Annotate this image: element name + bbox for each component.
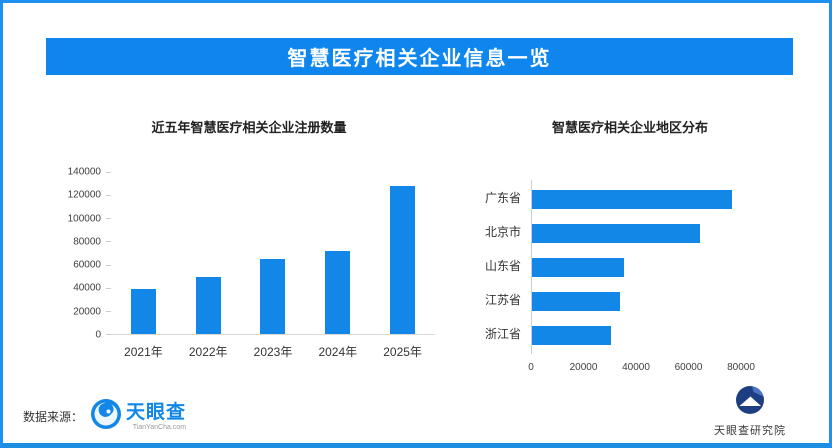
y-tick-mark xyxy=(106,287,111,289)
bar-column-2021年 xyxy=(111,172,176,334)
region-label: 广东省 xyxy=(484,190,521,205)
registrations-yaxis: 0 20000 40000 60000 80000 100000 120000 140000 xyxy=(63,167,111,341)
research-institute-icon xyxy=(731,386,769,419)
header-banner: 智慧医疗相关企业信息一览 xyxy=(46,38,793,75)
y-tick-label: 80000 xyxy=(73,236,101,248)
bar-track xyxy=(532,223,742,243)
bar-row-浙江省 xyxy=(532,318,795,352)
y-tick-label: 120000 xyxy=(67,189,101,201)
bar-track xyxy=(532,325,742,345)
x-tick-label: 60000 xyxy=(674,362,703,373)
y-tick-mark xyxy=(106,241,111,243)
bar-北京市 xyxy=(532,223,700,243)
registrations-chart: 近五年智慧医疗相关企业注册数量 0 20000 40000 60000 80000 100… xyxy=(63,117,435,360)
region-label: 江苏省 xyxy=(484,292,521,307)
y-tick-label: 140000 xyxy=(67,166,101,178)
y-tick-label: 100000 xyxy=(67,213,101,225)
bar-track xyxy=(532,189,742,209)
tianyancha-eye-icon xyxy=(91,399,122,434)
bar-浙江省 xyxy=(532,325,611,345)
x-tick-label: 2021年 xyxy=(124,345,163,359)
bar-2021年 xyxy=(130,288,156,334)
data-source-label: 数据来源： xyxy=(23,410,84,424)
research-institute-logo: 天眼查研究院 xyxy=(695,385,805,438)
x-tick-label: 2023年 xyxy=(253,345,293,359)
y-tick-mark xyxy=(106,334,111,335)
bar-column-2025年 xyxy=(370,172,435,334)
region-label: 山东省 xyxy=(484,258,521,273)
bar-江苏省 xyxy=(532,291,620,311)
regions-chart-body: 广东省北京市山东省江苏省浙江省 xyxy=(465,180,795,354)
y-tick-mark xyxy=(106,172,111,173)
data-source: 数据来源： 天眼查 TianYanCha.com xyxy=(23,399,186,434)
regions-chart: 智慧医疗相关企业地区分布 广东省北京市山东省江苏省浙江省 0 20000 40000… xyxy=(465,117,795,376)
x-tick-label: 0 xyxy=(528,362,534,373)
bottom-accent-bar xyxy=(3,443,829,448)
bar-row-广东省 xyxy=(532,182,795,216)
bar-row-北京市 xyxy=(532,216,795,250)
region-label: 浙江省 xyxy=(484,326,521,341)
bar-2025年 xyxy=(390,185,416,334)
regions-chart-title: 智慧医疗相关企业地区分布 xyxy=(551,120,708,135)
page-title: 智慧医疗相关企业信息一览 xyxy=(287,48,552,70)
y-tick-label: 20000 xyxy=(73,306,101,318)
bar-2023年 xyxy=(260,258,286,334)
tianyancha-logo: 天眼查 TianYanCha.com xyxy=(91,399,186,434)
registrations-chart-title: 近五年智慧医疗相关企业注册数量 xyxy=(151,120,347,135)
bar-column-2022年 xyxy=(176,172,241,334)
registrations-chart-body: 0 20000 40000 60000 80000 100000 120000 140000 xyxy=(63,167,435,341)
bar-column-2024年 xyxy=(305,172,370,334)
registrations-plot xyxy=(106,172,435,335)
registrations-xaxis: 2021年 2022年 2023年 2024年 2025年 xyxy=(111,343,435,360)
x-tick-label: 20000 xyxy=(569,362,598,373)
bar-track xyxy=(532,291,742,311)
y-tick-mark xyxy=(106,310,111,312)
y-tick-mark xyxy=(106,264,111,266)
regions-xaxis: 0 20000 40000 60000 80000 xyxy=(528,362,755,376)
bar-2022年 xyxy=(195,277,221,334)
x-tick-label: 40000 xyxy=(622,362,650,373)
x-tick-label: 2025年 xyxy=(383,345,422,359)
regions-plot xyxy=(531,180,795,354)
bar-山东省 xyxy=(532,257,624,277)
y-tick-label: 40000 xyxy=(73,282,101,294)
bar-track xyxy=(532,257,742,277)
bar-2024年 xyxy=(325,250,351,334)
x-tick-label: 2024年 xyxy=(318,345,358,359)
x-tick-label: 80000 xyxy=(727,362,755,373)
regions-yaxis: 广东省北京市山东省江苏省浙江省 xyxy=(465,180,531,354)
region-label: 北京市 xyxy=(484,224,521,239)
y-tick-label: 0 xyxy=(95,329,101,341)
research-institute-label: 天眼查研究院 xyxy=(714,425,786,437)
bar-row-山东省 xyxy=(532,250,795,284)
bar-row-江苏省 xyxy=(532,284,795,318)
tianyancha-wordmark: 天眼查 xyxy=(126,401,187,423)
bar-广东省 xyxy=(532,189,732,209)
y-tick-mark xyxy=(106,195,111,197)
bar-column-2023年 xyxy=(241,172,306,334)
y-tick-label: 60000 xyxy=(73,259,101,271)
x-tick-label: 2022年 xyxy=(188,345,228,359)
tianyancha-domain: TianYanCha.com xyxy=(132,423,187,431)
y-tick-mark xyxy=(106,218,111,220)
